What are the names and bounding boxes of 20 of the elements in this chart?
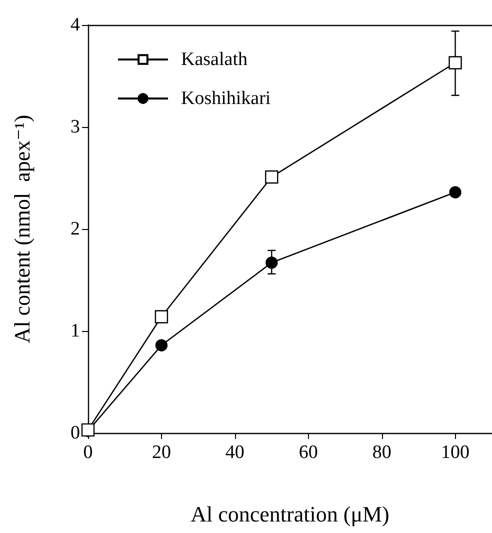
- x-tick-label: 40: [225, 442, 244, 463]
- y-tick-label: 3: [70, 116, 80, 138]
- y-tick-label: 0: [70, 422, 80, 444]
- point: [448, 56, 462, 70]
- x-axis-title: Al concentration (μM): [190, 502, 390, 526]
- x-tick-label: 100: [441, 442, 470, 463]
- y-tick-label: 1: [70, 320, 80, 342]
- point: [449, 186, 462, 198]
- point: [265, 170, 278, 184]
- y-tick-label: 4: [70, 14, 80, 36]
- x-tick-label: 20: [152, 442, 171, 463]
- point: [154, 310, 168, 324]
- y-axis-title: Al content (nmol apex⁻¹): [10, 114, 34, 344]
- x-tick-label: 60: [298, 442, 318, 463]
- legend-label: Kasalath: [181, 49, 248, 70]
- point: [266, 256, 278, 269]
- legend-label: Koshihikari: [181, 88, 271, 109]
- x-tick-label: 80: [372, 442, 392, 463]
- point: [155, 339, 168, 352]
- y-tick-label: 2: [70, 218, 80, 240]
